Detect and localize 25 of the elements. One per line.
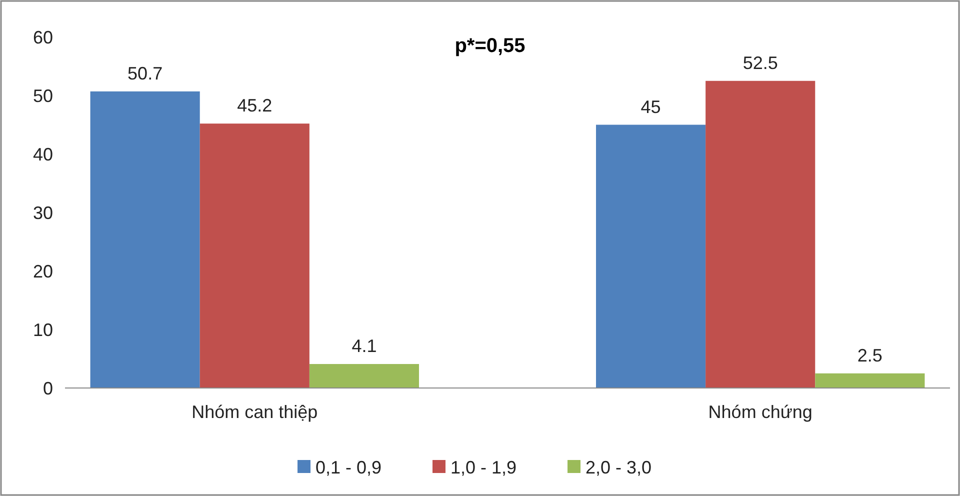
bar [815,373,925,388]
y-tick-label: 30 [32,202,53,223]
bar [200,124,310,388]
y-tick-label: 40 [32,144,53,164]
x-tick-label: Nhóm can thiệp [192,402,318,422]
chart-title: p*=0,55 [454,35,526,57]
y-tick-label: 50 [32,86,53,106]
bar [706,80,816,388]
data-label: 50.7 [128,63,163,84]
data-label: 4.1 [352,336,377,356]
legend-label: 0,1 - 0,9 [316,457,382,478]
y-tick-label: 0 [42,378,53,398]
x-tick-label: Nhóm chứng [708,402,812,422]
bar [90,91,200,388]
data-label: 2.5 [857,345,882,366]
data-label: 45.2 [237,96,272,116]
legend-label: 2,0 - 3,0 [586,457,652,478]
data-label: 45 [640,96,661,117]
legend-label: 1,0 - 1,9 [450,457,517,478]
y-tick-label: 10 [32,320,53,340]
data-label: 52.5 [742,52,778,73]
y-tick-label: 60 [32,27,53,48]
y-tick-label: 20 [32,261,53,282]
bar [596,124,706,388]
bar [309,364,419,388]
